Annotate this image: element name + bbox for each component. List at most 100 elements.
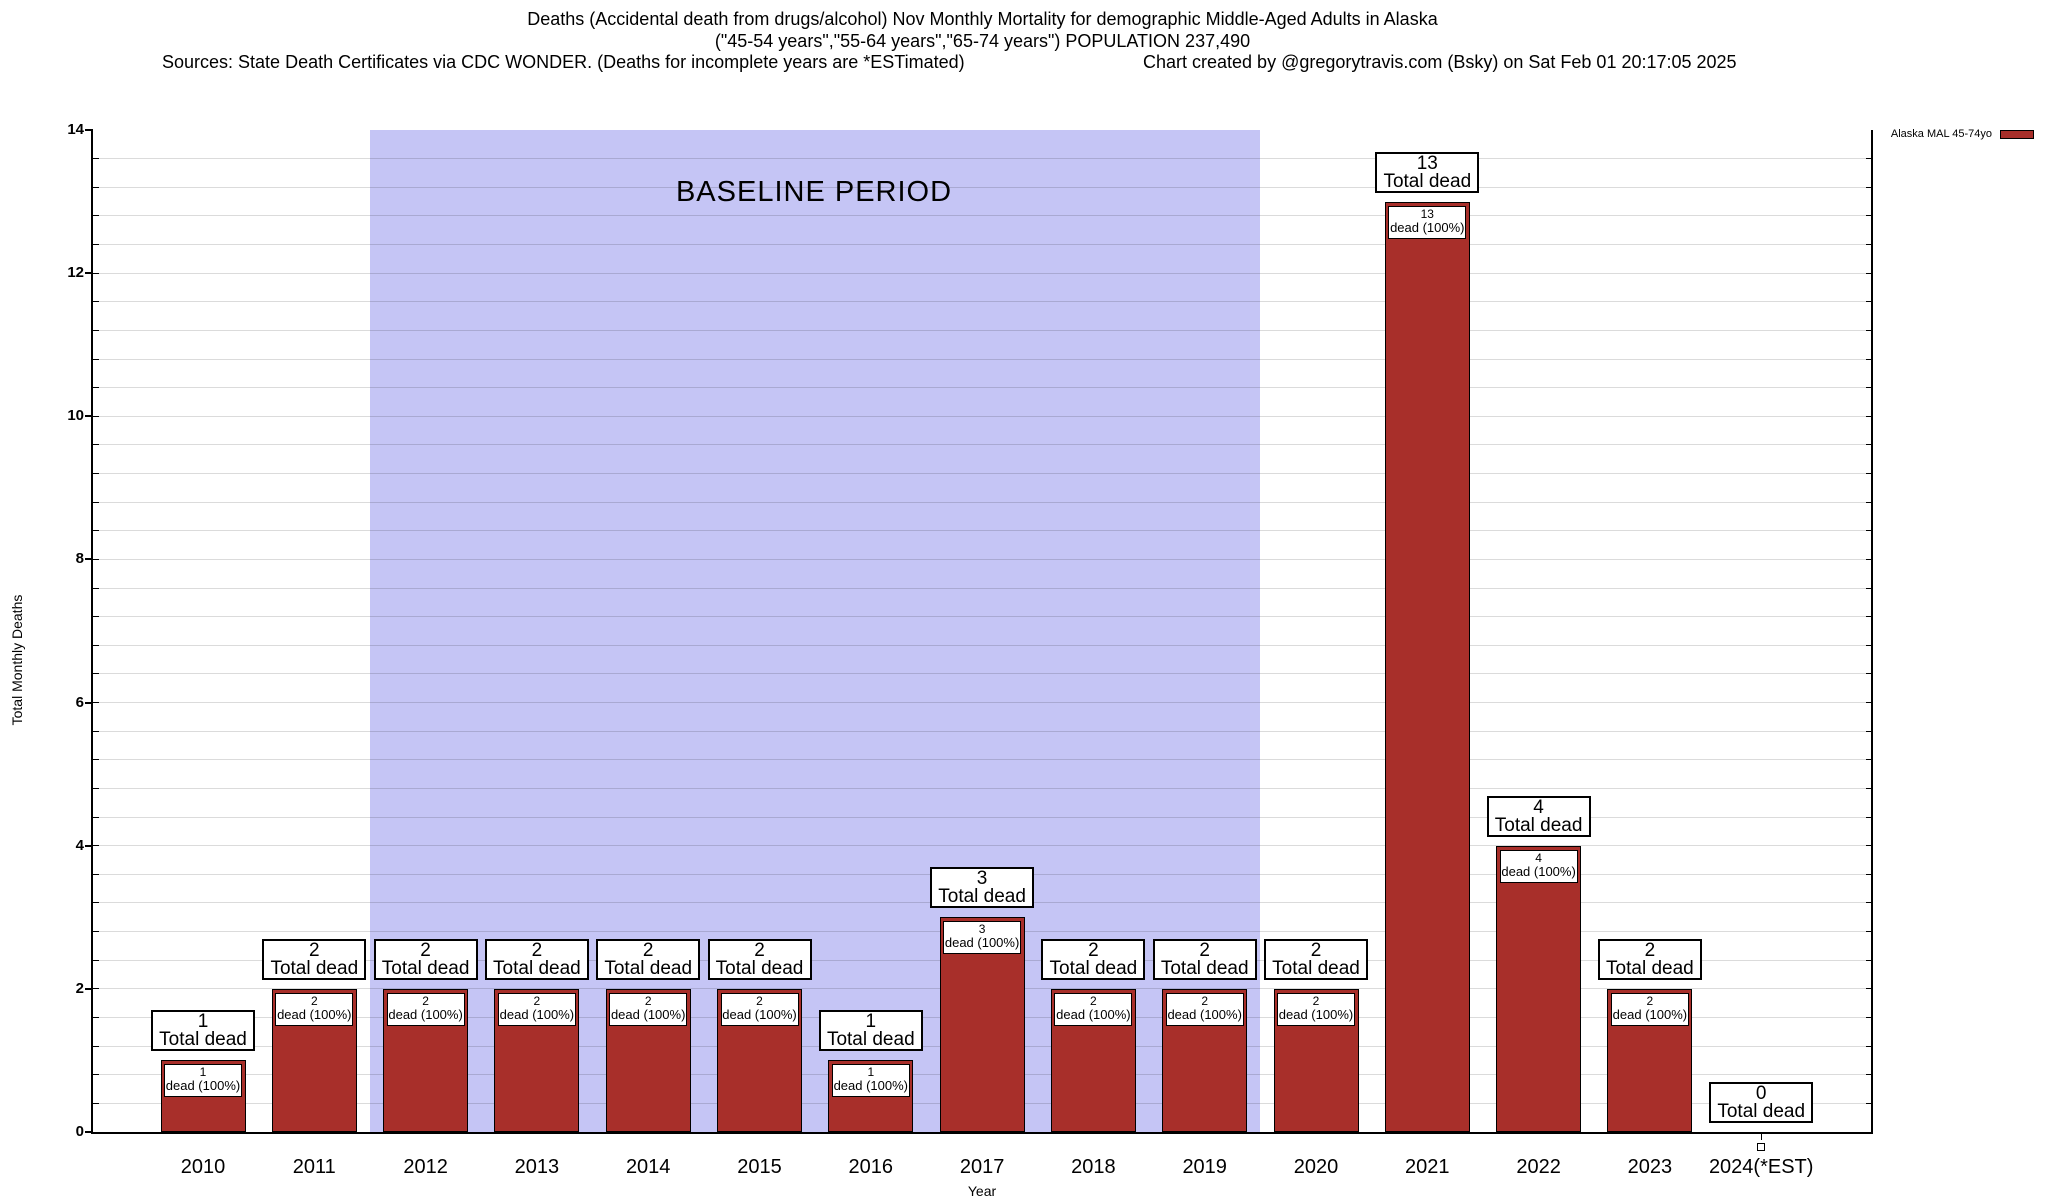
y-axis-line: [91, 130, 93, 1134]
y-major-tick: [85, 1131, 93, 1133]
bar-inner-caption: dead (100%): [722, 1006, 797, 1022]
bar-total-label: 2 Total dead: [262, 938, 367, 980]
bar-total-count: 2: [1088, 939, 1099, 961]
bar-total-label: 4 Total dead: [1486, 795, 1591, 837]
bar: [1384, 201, 1470, 1132]
bar-inner-caption: dead (100%): [1390, 219, 1465, 235]
right-minor-tick: [1866, 415, 1872, 417]
bar-total-count: 2: [1199, 939, 1210, 961]
bar-inner-label: 2 dead (100%): [609, 992, 688, 1026]
bar-total-count: 2: [1644, 939, 1656, 961]
bar-inner-caption: dead (100%): [1167, 1006, 1242, 1022]
bar-inner-count: 2: [756, 993, 763, 1008]
chart-title-line2: ("45-54 years","55-64 years","65-74 year…: [714, 31, 1251, 51]
gridline: [93, 444, 1872, 446]
x-tick-label: 2010: [180, 1156, 226, 1178]
left-minor-tick: [93, 616, 99, 618]
baseline-period-label: BASELINE PERIOD: [675, 176, 953, 208]
left-minor-tick: [93, 186, 99, 188]
gridline: [93, 730, 1872, 732]
right-minor-tick: [1866, 272, 1872, 274]
x-tick-label: 2018: [1071, 1156, 1116, 1178]
bar-total-count: 2: [531, 939, 543, 961]
bar-total-caption: Total dead: [604, 957, 693, 979]
bar-total-count: 3: [976, 868, 988, 890]
bar-inner-label: 2 dead (100%): [275, 992, 354, 1026]
right-minor-tick: [1866, 530, 1872, 532]
right-minor-tick: [1866, 873, 1872, 875]
bar-inner-label: 3 dead (100%): [943, 921, 1022, 955]
right-minor-tick: [1866, 387, 1872, 389]
bar-inner-count: 2: [422, 993, 429, 1008]
chart-title-line1: Deaths (Accidental death from drugs/alco…: [527, 9, 1438, 29]
bar-total-caption: Total dead: [715, 957, 804, 979]
bar-inner-count: 2: [310, 993, 318, 1008]
x-tick-label: 2017: [959, 1156, 1005, 1178]
bar-inner-caption: dead (100%): [1056, 1006, 1131, 1022]
gridline: [93, 387, 1872, 389]
y-major-tick: [85, 844, 93, 847]
bar-total-label: 0 Total dead: [1709, 1082, 1814, 1123]
bar-inner-count: 3: [978, 922, 986, 937]
bar-inner-caption: dead (100%): [1612, 1006, 1688, 1022]
right-minor-tick: [1866, 1102, 1872, 1104]
bar-total-label: 2 Total dead: [1597, 938, 1702, 980]
bar-total-caption: Total dead: [1494, 814, 1583, 836]
gridline: [93, 816, 1872, 818]
left-minor-tick: [93, 673, 99, 675]
y-major-tick: [85, 415, 93, 418]
left-minor-tick: [93, 215, 99, 217]
y-major-tick: [85, 558, 93, 561]
right-minor-tick: [1866, 473, 1872, 475]
bar-inner-count: 2: [1312, 993, 1320, 1008]
bar-total-caption: Total dead: [270, 957, 359, 979]
y-tick-label: 14: [67, 121, 84, 138]
gridline: [93, 329, 1872, 331]
bar-inner-caption: dead (100%): [499, 1006, 575, 1022]
bar-total-count: 2: [420, 939, 431, 961]
bar-inner-label: 13 dead (100%): [1388, 205, 1467, 239]
bar-inner-caption: dead (100%): [610, 1006, 686, 1022]
bar-inner-label: 2 dead (100%): [1054, 992, 1133, 1026]
bar-inner-count: 2: [533, 993, 541, 1008]
right-minor-tick: [1866, 501, 1872, 503]
legend-swatch: [2000, 129, 2034, 139]
legend: Alaska MAL 45-74yo: [1891, 128, 2034, 140]
x-tick-label: 2014: [625, 1156, 671, 1178]
bar-inner-count: 13: [1420, 206, 1434, 221]
gridline: [93, 587, 1872, 589]
right-minor-tick: [1866, 1074, 1872, 1076]
x-tick-label: 2019: [1182, 1156, 1227, 1178]
right-minor-tick: [1866, 988, 1872, 990]
right-minor-tick: [1866, 816, 1872, 818]
x-tick-label: 2015: [737, 1156, 782, 1178]
bar-total-label: 3 Total dead: [930, 867, 1035, 909]
right-minor-tick: [1866, 1016, 1872, 1018]
left-minor-tick: [93, 272, 99, 274]
y-major-tick: [85, 129, 93, 131]
bar-total-caption: Total dead: [1049, 957, 1138, 979]
x-tick-label: 2022: [1516, 1156, 1561, 1178]
x-tick-label: 2012: [403, 1156, 448, 1178]
left-minor-tick: [93, 931, 99, 933]
sources-note: Sources: State Death Certificates via CD…: [162, 52, 965, 72]
right-minor-tick: [1866, 902, 1872, 904]
right-minor-tick: [1866, 845, 1872, 847]
right-minor-tick: [1866, 616, 1872, 618]
y-tick-label: 6: [75, 693, 84, 711]
y-major-tick: [85, 987, 93, 990]
x-tick-label: 2024(*EST): [1708, 1156, 1814, 1178]
bar-total-count: 2: [754, 939, 765, 961]
y-axis-title: Total Monthly Deaths: [9, 594, 25, 726]
bar-total-caption: Total dead: [1383, 170, 1472, 192]
left-minor-tick: [93, 558, 99, 560]
gridline: [93, 702, 1872, 704]
right-minor-tick: [1866, 158, 1872, 160]
zero-bar-stem: [1760, 1132, 1762, 1140]
right-minor-tick: [1866, 730, 1872, 732]
x-tick-label: 2016: [848, 1156, 894, 1178]
bar-total-label: 2 Total dead: [596, 938, 701, 980]
bar-total-caption: Total dead: [1272, 957, 1360, 979]
bar-total-caption: Total dead: [826, 1029, 915, 1051]
